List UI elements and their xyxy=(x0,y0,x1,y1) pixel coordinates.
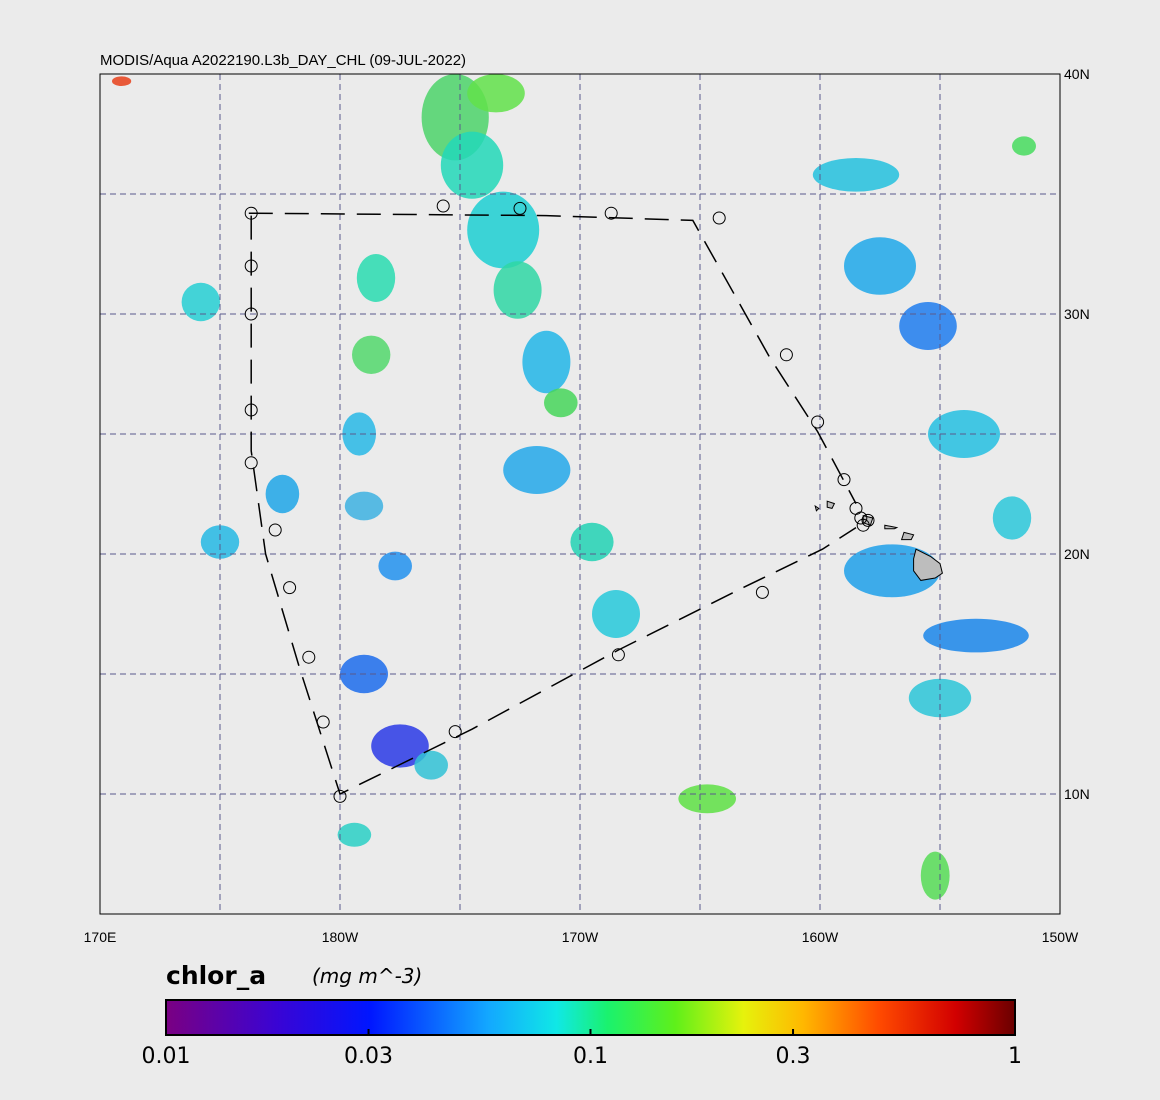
chlorophyll-patch xyxy=(592,590,640,638)
station-marker xyxy=(283,581,297,595)
lat-tick-label: 30N xyxy=(1064,306,1090,322)
colorbar-tick-label: 0.01 xyxy=(142,1044,191,1069)
colorbar-tick-label: 1 xyxy=(1008,1044,1022,1069)
station-marker xyxy=(268,523,282,537)
chlorophyll-patch xyxy=(378,551,413,581)
station-marker xyxy=(854,511,868,525)
station-marker xyxy=(611,648,625,662)
lon-tick-label: 160W xyxy=(802,929,839,945)
station-marker xyxy=(244,307,258,321)
latitude-tick-labels: 40N 30N 20N 10N xyxy=(1064,66,1090,802)
station-marker xyxy=(316,715,330,729)
chlorophyll-patch xyxy=(1012,136,1036,156)
chlorophyll-patch xyxy=(337,822,372,847)
colorbar-tick-label: 0.03 xyxy=(344,1044,393,1069)
chlorophyll-patch xyxy=(544,388,578,418)
chlorophyll-patch xyxy=(920,851,950,900)
station-marker xyxy=(244,456,258,470)
graticule xyxy=(100,74,1060,914)
chlorophyll-patch xyxy=(570,522,614,562)
chlorophyll-patch xyxy=(923,618,1029,653)
chlorophyll-patch xyxy=(265,474,300,514)
island-kauai xyxy=(826,500,836,509)
station-marker xyxy=(712,211,726,225)
chlorophyll-patch xyxy=(467,74,525,113)
chlorophyll-patch xyxy=(342,412,377,456)
chlorophyll-patch xyxy=(356,254,396,302)
hawaiian-islands xyxy=(814,500,943,581)
chlorophyll-patch xyxy=(522,330,571,394)
chlorophyll-patch xyxy=(200,525,240,559)
island-maui xyxy=(900,531,915,541)
station-marker xyxy=(448,725,462,739)
chlorophyll-patch xyxy=(344,491,384,521)
chlorophyll-patch xyxy=(181,282,220,322)
chlorophyll-patch xyxy=(503,446,571,494)
station-marker xyxy=(604,206,618,220)
station-marker xyxy=(244,259,258,273)
colorbar-variable-label: chlor_a xyxy=(166,961,266,990)
island-molokai xyxy=(884,524,899,530)
station-marker xyxy=(861,513,875,527)
figure-title: MODIS/Aqua A2022190.L3b_DAY_CHL (09-JUL-… xyxy=(100,52,466,69)
station-marker xyxy=(513,201,527,215)
lon-tick-label: 170W xyxy=(562,929,599,945)
colorbar-tick-label: 0.3 xyxy=(776,1044,811,1069)
chlorophyll-patch xyxy=(678,784,736,814)
station-marker xyxy=(811,415,825,429)
station-marker xyxy=(302,650,316,664)
station-marker xyxy=(856,518,870,532)
track-line xyxy=(248,212,857,504)
chlorophyll-patch xyxy=(371,724,429,768)
station-marker xyxy=(837,473,851,487)
chlorophyll-patch xyxy=(112,76,132,86)
cruise-track xyxy=(248,212,857,796)
longitude-tick-labels: 170E 180W 170W 160W 150W xyxy=(84,929,1079,945)
lat-tick-label: 40N xyxy=(1064,66,1090,82)
chlorophyll-patch xyxy=(812,158,900,192)
station-marker xyxy=(755,585,769,599)
chlorophyll-patch xyxy=(352,335,391,374)
map-border xyxy=(99,73,1061,915)
colorbar-ticks: 0.01 0.03 0.1 0.3 1 xyxy=(142,1029,1022,1069)
colorbar-tick-label: 0.1 xyxy=(573,1044,608,1069)
station-marker xyxy=(436,199,450,213)
lon-tick-label: 170E xyxy=(84,929,117,945)
chlorophyll-patch xyxy=(899,302,957,350)
lat-tick-label: 20N xyxy=(1064,546,1090,562)
lon-tick-label: 150W xyxy=(1042,929,1079,945)
chlorophyll-patch xyxy=(493,261,542,319)
lat-tick-label: 10N xyxy=(1064,786,1090,802)
colorbar-units-label: (mg m^-3) xyxy=(312,964,422,988)
chlorophyll-patch xyxy=(414,750,449,780)
island-niihau xyxy=(814,504,820,512)
station-marker xyxy=(333,789,347,803)
station-marker xyxy=(244,403,258,417)
island-oahu xyxy=(862,514,874,526)
chlorophyll-patch xyxy=(467,191,540,269)
chlorophyll-patch xyxy=(992,496,1032,540)
chlorophyll-patch xyxy=(440,131,504,199)
station-markers xyxy=(244,199,875,803)
island-hawaii xyxy=(913,548,943,581)
station-marker xyxy=(779,348,793,362)
lon-tick-label: 180W xyxy=(322,929,359,945)
chlorophyll-patches xyxy=(112,74,1036,900)
station-marker xyxy=(244,206,258,220)
chlorophyll-patch xyxy=(844,237,916,295)
track-line xyxy=(250,215,857,796)
